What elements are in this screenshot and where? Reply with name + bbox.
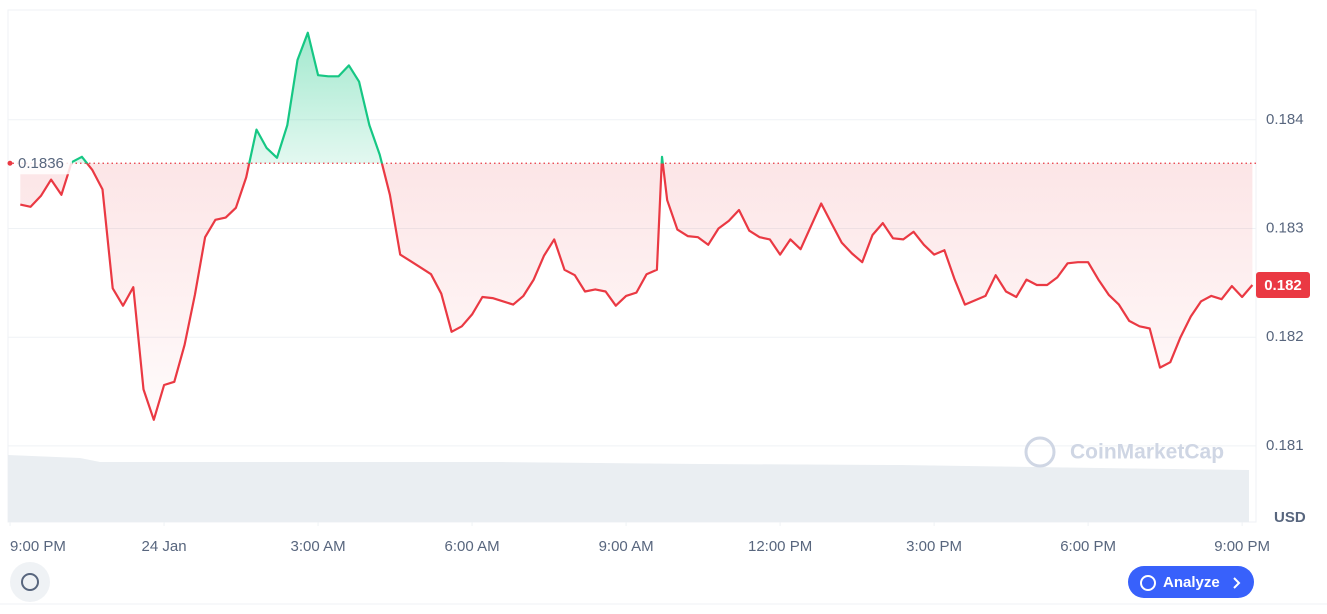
analyze-button[interactable] xyxy=(1128,566,1254,598)
watermark-text: CoinMarketCap xyxy=(1070,441,1224,464)
y-unit: USD xyxy=(1274,509,1306,526)
x-tick-label: 9:00 AM xyxy=(599,538,654,555)
x-tick-label: 6:00 AM xyxy=(445,538,500,555)
y-tick-label: 0.183 xyxy=(1266,219,1304,236)
watermark: CoinMarketCap xyxy=(1024,436,1224,468)
area-fill xyxy=(20,32,1253,420)
x-tick-label: 9:00 PM xyxy=(1214,538,1270,555)
price-line xyxy=(20,31,1254,421)
x-tick-label: 6:00 PM xyxy=(1060,538,1116,555)
current-price-label: 0.182 xyxy=(1264,277,1302,294)
x-tick-label: 12:00 PM xyxy=(748,538,812,555)
y-tick-label: 0.182 xyxy=(1266,328,1304,345)
y-tick-label: 0.184 xyxy=(1266,111,1304,128)
reference-label-bg xyxy=(14,152,72,175)
reference-dot xyxy=(7,160,13,166)
analyze-chevron xyxy=(1233,577,1241,589)
x-tick-label: 24 Jan xyxy=(142,538,187,555)
reference-label: 0.1836 xyxy=(18,155,64,172)
y-tick-label: 0.181 xyxy=(1266,437,1304,454)
analyze-icon xyxy=(1140,575,1156,591)
volume-area xyxy=(8,455,1249,522)
x-tick-label: 9:00 PM xyxy=(10,538,66,555)
watermark-logo xyxy=(1024,436,1056,468)
analyze-label: Analyze xyxy=(1163,574,1220,591)
x-tick-label: 3:00 PM xyxy=(906,538,962,555)
x-tick-label: 3:00 AM xyxy=(291,538,346,555)
current-price-tag xyxy=(1256,272,1310,299)
history-button[interactable] xyxy=(10,562,50,602)
history-icon xyxy=(21,573,39,591)
